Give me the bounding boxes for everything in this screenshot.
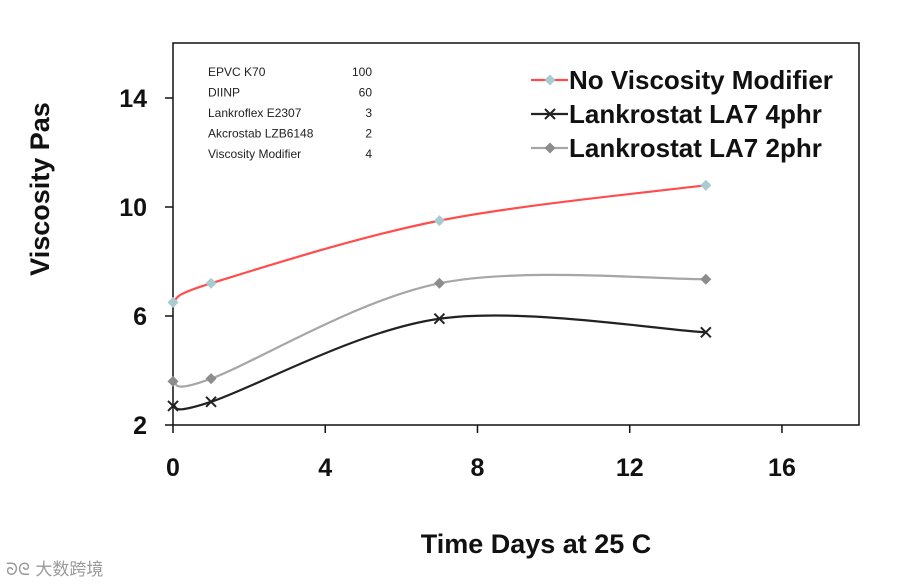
legend-item: Lankrostat LA7 2phr: [531, 133, 822, 163]
data-point: [167, 400, 179, 412]
legend-item: No Viscosity Modifier: [531, 65, 833, 95]
data-point: [700, 326, 712, 339]
series-line: [172, 314, 706, 411]
x-tick-label: 16: [768, 454, 796, 482]
data-point: [205, 396, 217, 408]
formulation-name: DIINP: [208, 86, 240, 100]
formulation-value: 4: [365, 147, 372, 161]
y-axis-title: Viscosity Pas: [25, 102, 55, 276]
formulation-value: 3: [365, 106, 372, 120]
formulation-value: 2: [365, 127, 372, 141]
series-line: [172, 273, 706, 388]
series-layer: [167, 179, 712, 412]
series-0: [167, 179, 712, 308]
formulation-value: 100: [352, 65, 372, 79]
data-point: [433, 215, 445, 227]
formulation-name: Viscosity Modifier: [208, 147, 301, 161]
data-point: [205, 373, 217, 385]
data-point: [167, 375, 179, 387]
x-tick-label: 0: [166, 454, 180, 482]
legend-marker: [544, 108, 556, 120]
legend: No Viscosity Modifier Lankrostat LA7 4phr…: [531, 65, 833, 163]
series-line: [172, 184, 706, 304]
watermark-logo-icon: ᘐᘓ: [6, 560, 30, 580]
legend-item: Lankrostat LA7 4phr: [531, 99, 822, 129]
data-point: [700, 179, 712, 191]
legend-label: Lankrostat LA7 2phr: [569, 133, 822, 163]
series-1: [167, 313, 712, 412]
legend-label: No Viscosity Modifier: [569, 65, 833, 95]
data-point: [433, 313, 446, 325]
series-2: [167, 273, 712, 388]
y-axis-ticks: 2 6 10 14: [119, 85, 173, 440]
y-tick-label: 10: [119, 194, 147, 222]
legend-marker: [544, 142, 556, 154]
data-point: [433, 277, 445, 289]
y-tick-label: 2: [133, 412, 147, 440]
watermark: ᘐᘓ 大数跨境: [6, 555, 103, 580]
data-point: [167, 296, 179, 308]
formulation-name: Akcrostab LZB6148: [208, 127, 314, 141]
data-point: [205, 277, 217, 289]
formulation-name: Lankroflex E2307: [208, 106, 302, 120]
watermark-text: 大数跨境: [35, 560, 104, 580]
formulation-table: EPVC K70 100 DIINP 60 Lankroflex E2307 3 Akcro…: [208, 65, 372, 161]
formulation-value: 60: [359, 86, 373, 100]
x-tick-label: 12: [616, 454, 644, 482]
y-tick-label: 6: [133, 303, 147, 331]
x-tick-label: 4: [318, 454, 332, 482]
legend-marker: [544, 74, 556, 86]
x-axis-title: Time Days at 25 C: [421, 529, 652, 559]
data-point: [700, 273, 712, 285]
x-tick-label: 8: [471, 454, 485, 482]
legend-label: Lankrostat LA7 4phr: [569, 99, 822, 129]
formulation-name: EPVC K70: [208, 65, 266, 79]
plot-frame: [172, 42, 860, 426]
y-tick-label: 14: [119, 85, 147, 113]
x-axis-ticks: 0 4 8 12 16: [166, 425, 796, 482]
